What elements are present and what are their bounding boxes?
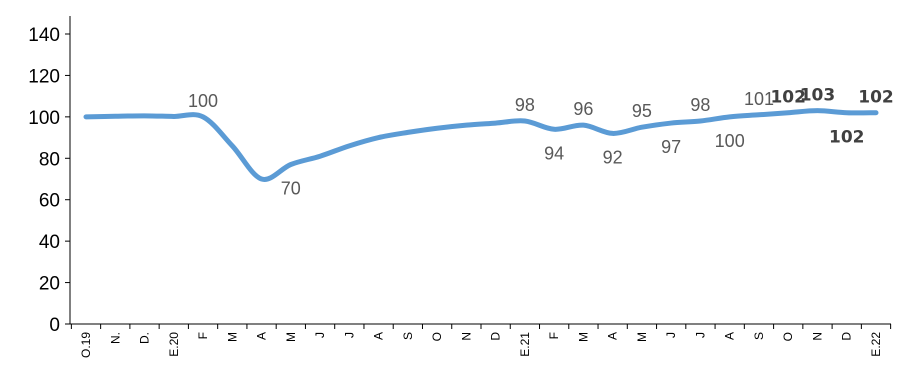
data-label: 98 — [690, 95, 710, 115]
x-tick-label: N. — [108, 332, 122, 344]
x-tick-label: D. — [138, 332, 152, 344]
x-tick-label: M — [576, 332, 590, 342]
series-group — [83, 108, 879, 182]
y-tick-label: 120 — [28, 66, 60, 87]
x-tick-label: M — [225, 332, 239, 342]
y-tick-label: 40 — [39, 232, 60, 253]
x-tick-label: A — [606, 332, 620, 340]
x-tick-label: E.22 — [869, 332, 883, 357]
y-tick-label: 20 — [39, 274, 60, 295]
data-label: 100 — [715, 131, 745, 151]
x-tick-label: E.20 — [167, 332, 181, 357]
data-label: 92 — [603, 147, 623, 167]
data-label: 70 — [281, 179, 301, 199]
data-label: 102 — [858, 88, 894, 108]
x-tick-label: A — [723, 332, 737, 340]
data-label: 96 — [573, 99, 593, 119]
data-label: 101 — [744, 89, 774, 109]
data-label: 102 — [770, 88, 806, 108]
x-tick-label: J — [693, 332, 707, 338]
data-label: 103 — [800, 86, 836, 106]
y-tick-label: 100 — [28, 108, 60, 129]
x-tick-label: F — [547, 332, 561, 339]
x-tick-label: D — [489, 332, 503, 341]
x-tick-label: S — [752, 332, 766, 340]
x-tick-label: O — [430, 332, 444, 341]
x-tick-label: O.19 — [79, 332, 93, 358]
data-label: 94 — [544, 143, 564, 163]
y-axis: 0 20 40 60 80 100 120 140 — [28, 16, 71, 336]
y-tick-label: 60 — [39, 191, 60, 212]
x-tick-label: J — [342, 332, 356, 338]
data-label: 102 — [829, 128, 865, 148]
data-label: 98 — [515, 95, 535, 115]
x-tick-label: J — [313, 332, 327, 338]
x-tick-label: D — [840, 332, 854, 341]
x-tick-label: J — [664, 332, 678, 338]
x-tick-label: A — [372, 332, 386, 340]
x-tick-label: A — [255, 332, 269, 340]
y-tick-label: 0 — [49, 315, 60, 336]
data-label: 100 — [188, 91, 218, 111]
x-tick-label: M — [284, 332, 298, 342]
x-axis: O.19 N. D. E.20 F M A M J J A S O N D E.21 F M A M J J A S O N D E.… — [70, 323, 892, 358]
x-tick-label: M — [635, 332, 649, 342]
x-tick-label: O — [781, 332, 795, 341]
x-tick-label: E.21 — [518, 332, 532, 357]
series-line — [83, 108, 879, 182]
x-tick-label: F — [196, 332, 210, 339]
y-tick-label: 140 — [28, 25, 60, 46]
x-tick-label: S — [401, 332, 415, 340]
x-tick-label: N — [459, 332, 473, 341]
data-label: 95 — [632, 101, 652, 121]
x-tick-label: N — [810, 332, 824, 341]
data-label: 97 — [661, 137, 681, 157]
y-tick-label: 80 — [39, 149, 60, 170]
